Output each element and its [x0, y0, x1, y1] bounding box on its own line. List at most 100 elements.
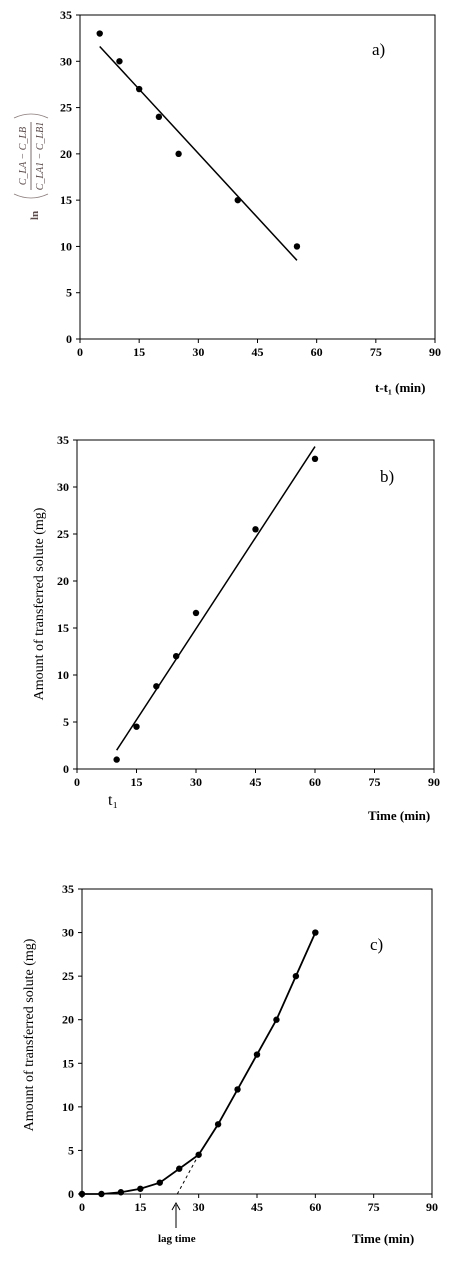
y-tick-label-c: 30 — [62, 926, 74, 940]
data-point-b — [153, 683, 160, 690]
panel-label-a: a) — [372, 40, 385, 59]
y-tick-label-c: 35 — [62, 882, 74, 896]
x-tick-label-c: 15 — [134, 1200, 146, 1214]
data-point-b — [311, 455, 319, 462]
y-tick-label-c: 0 — [68, 1187, 74, 1201]
y-axis-ln-a: ln — [29, 211, 41, 220]
y-axis-title-b: Amount of transferred solute (mg) — [32, 507, 47, 700]
data-point-b — [172, 653, 180, 660]
y-tick-label-a: 20 — [60, 147, 72, 161]
panel-label-c: c) — [370, 935, 383, 954]
x-tick-label-c: 30 — [193, 1200, 205, 1214]
y-tick-label-a: 30 — [60, 54, 72, 68]
lag-time-extrapolation — [176, 1154, 200, 1195]
data-point-c — [117, 1189, 125, 1196]
data-point-a — [234, 196, 241, 204]
data-point-c — [312, 929, 319, 936]
y-tick-label-c: 5 — [68, 1143, 74, 1157]
data-point-a — [135, 85, 143, 93]
data-point-c — [176, 1165, 183, 1172]
x-tick-label-b: 60 — [309, 775, 321, 789]
y-tick-label-c: 15 — [62, 1056, 74, 1070]
plot-frame-a — [79, 14, 436, 340]
x-tick-label-b: 90 — [428, 775, 440, 789]
y-tick-label-b: 35 — [57, 433, 69, 447]
y-axis-title-c: Amount of transferred solute (mg) — [22, 938, 37, 1131]
t1-annotation: t₁ — [108, 792, 118, 809]
data-point-c — [78, 1190, 86, 1198]
y-tick-label-b: 5 — [63, 715, 69, 729]
data-point-b — [133, 723, 140, 730]
x-ticks-b: 0 15 30 45 60 75 90 — [74, 769, 440, 789]
data-point-a — [96, 30, 103, 37]
data-point-c — [195, 1151, 202, 1158]
y-tick-label-b: 10 — [57, 668, 69, 682]
x-tick-label-b: 75 — [369, 775, 381, 789]
y-axis-denominator-a: C_LA1 − C_LB1 — [35, 122, 46, 190]
data-point-b — [192, 609, 200, 617]
data-point-c — [137, 1185, 144, 1192]
x-axis-title-b: Time (min) — [368, 808, 430, 823]
lag-time-arrow — [171, 1201, 181, 1228]
y-tick-label-a: 25 — [60, 101, 72, 115]
data-point-b — [113, 756, 120, 763]
y-axis-title-a: ln C_LA − C_LB C_LA1 − C_LB1 — [13, 113, 49, 220]
y-tick-label-c: 20 — [62, 1013, 74, 1027]
x-tick-label-b: 45 — [250, 775, 262, 789]
data-point-c — [156, 1179, 163, 1186]
data-marks-c — [78, 929, 319, 1198]
y-tick-label-a: 15 — [60, 193, 72, 207]
y-ticks-a: 0 5 10 15 20 25 30 35 — [60, 8, 80, 346]
x-tick-label-b: 15 — [131, 775, 143, 789]
x-tick-label-a: 60 — [311, 345, 323, 359]
data-point-a — [155, 113, 163, 121]
x-axis-title-a: t-t₁ (min) — [375, 380, 425, 395]
data-marks-b — [113, 446, 319, 763]
data-point-b — [252, 526, 259, 533]
data-point-a — [116, 58, 123, 65]
y-tick-label-c: 25 — [62, 969, 74, 983]
y-tick-label-b: 25 — [57, 527, 69, 541]
x-tick-label-c: 0 — [79, 1200, 85, 1214]
plot-frame-b — [76, 439, 435, 770]
x-tick-label-c: 75 — [368, 1200, 380, 1214]
fit-line-a — [99, 45, 298, 261]
y-tick-label-b: 15 — [57, 621, 69, 635]
x-tick-label-b: 0 — [74, 775, 80, 789]
x-tick-label-a: 45 — [252, 345, 264, 359]
chart-panel-b: 0 15 30 45 60 75 90 0 5 10 15 20 25 30 35 b) Time (mi… — [32, 433, 440, 823]
data-point-c — [292, 972, 300, 980]
panel-label-b: b) — [380, 467, 394, 486]
x-tick-label-c: 90 — [426, 1200, 438, 1214]
data-point-c — [98, 1190, 105, 1198]
x-tick-label-c: 60 — [309, 1200, 321, 1214]
lag-time-label: lag time — [158, 1233, 196, 1245]
x-tick-label-b: 30 — [190, 775, 202, 789]
data-point-a — [175, 150, 182, 158]
y-axis-paren-right-a — [13, 113, 49, 119]
data-point-c — [273, 1016, 280, 1023]
y-tick-label-b: 20 — [57, 574, 69, 588]
y-tick-label-a: 0 — [66, 332, 72, 346]
data-point-c — [253, 1051, 261, 1058]
fit-line-b — [116, 446, 316, 751]
y-tick-label-c: 10 — [62, 1100, 74, 1114]
x-axis-title-c: Time (min) — [352, 1231, 414, 1246]
chart-panel-a: 0 15 30 45 60 75 90 0 5 10 15 20 25 30 35 a) t-t₁ (mi… — [13, 8, 441, 395]
y-tick-label-a: 5 — [66, 286, 72, 300]
x-tick-label-a: 30 — [192, 345, 204, 359]
data-point-c — [214, 1121, 222, 1128]
data-point-c — [234, 1086, 241, 1093]
x-tick-label-c: 45 — [251, 1200, 263, 1214]
x-ticks-c: 0 15 30 45 60 75 90 — [79, 1194, 438, 1214]
y-tick-label-b: 0 — [63, 762, 69, 776]
x-tick-label-a: 0 — [77, 345, 83, 359]
y-axis-paren-left-a — [13, 193, 49, 199]
y-ticks-b: 0 5 10 15 20 25 30 35 — [57, 433, 77, 776]
chart-panel-c: 0 15 30 45 60 75 90 0 5 10 15 20 25 30 35 c) Time (mi… — [22, 882, 438, 1246]
x-tick-label-a: 90 — [429, 345, 441, 359]
y-tick-label-a: 35 — [60, 8, 72, 22]
y-axis-numerator-a: C_LA − C_LB — [18, 127, 29, 185]
y-tick-label-b: 30 — [57, 480, 69, 494]
y-tick-label-a: 10 — [60, 239, 72, 253]
